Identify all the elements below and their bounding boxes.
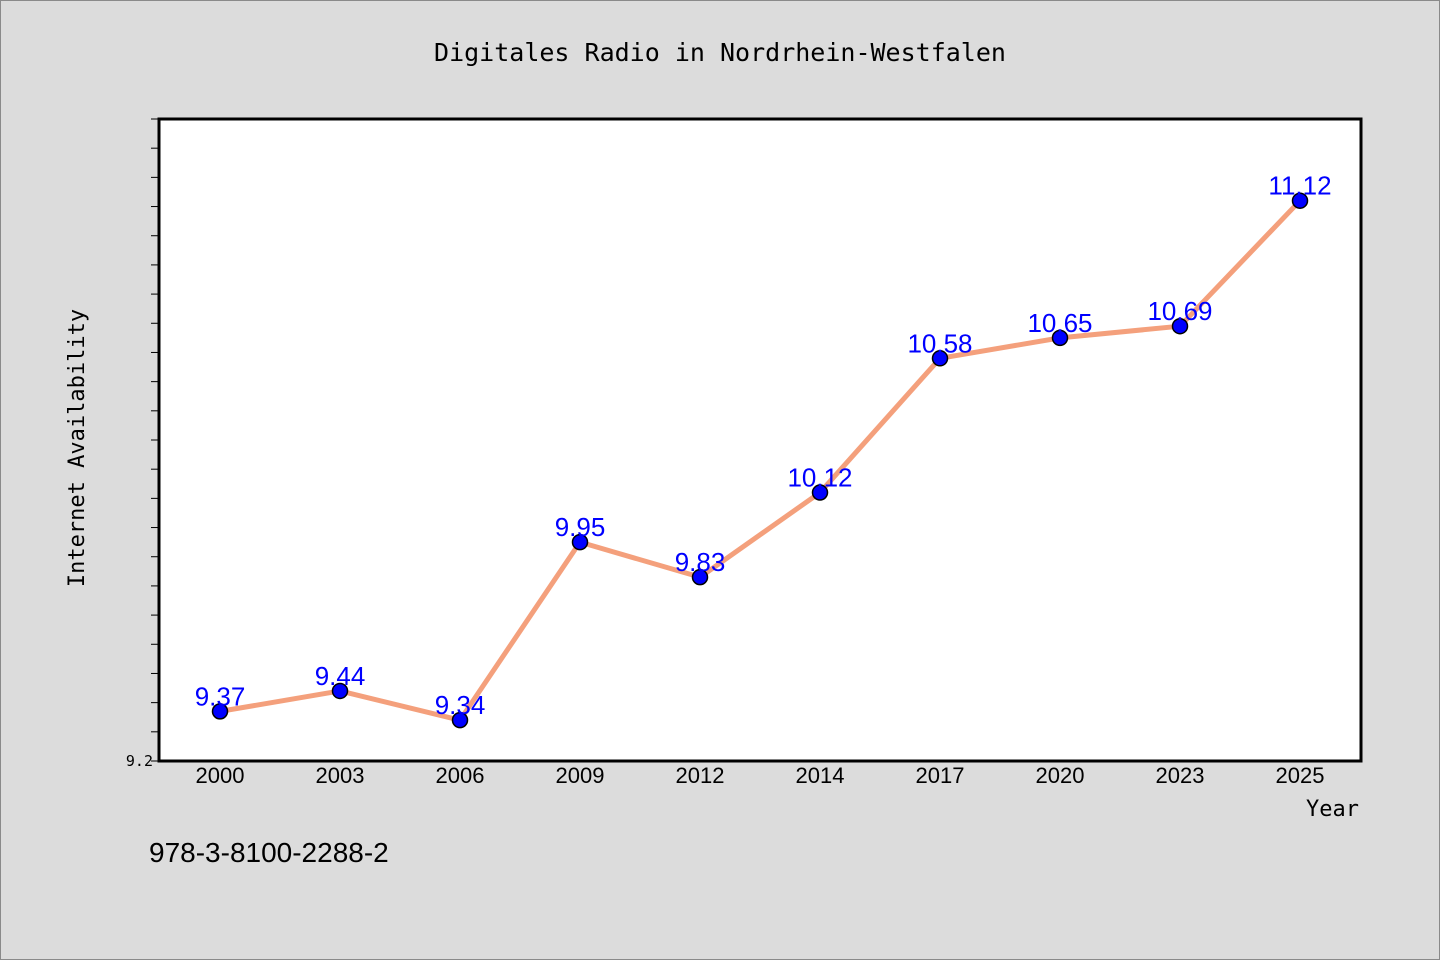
- data-point: [811, 484, 829, 501]
- y-tick-label-min: 9.2: [126, 752, 153, 770]
- y-axis-label: Internet Availability: [65, 309, 90, 587]
- x-axis-tick-labels: 2000 2003 2006 2009 2012 2014 2017 2020 2023 2025: [196, 763, 1325, 788]
- data-label: 9.83: [675, 547, 726, 577]
- data-point: [1051, 329, 1069, 347]
- isbn-text: 978-3-8100-2288-2: [149, 837, 389, 868]
- x-axis-label: Year: [1306, 797, 1359, 822]
- x-tick-label: 2012: [676, 763, 725, 788]
- data-point: [571, 533, 589, 551]
- data-label: 9.44: [315, 661, 366, 691]
- data-label: 10.65: [1027, 308, 1092, 338]
- x-tick-label: 2006: [436, 763, 485, 788]
- data-label: 10.12: [787, 463, 852, 493]
- series-layer: 9.37 9.44 9.34 9.95 9.83 10.12 10.58 10.65 10.69…: [195, 171, 1332, 729]
- x-tick-label: 2025: [1276, 763, 1325, 788]
- data-point: [691, 568, 709, 586]
- plot-area: [157, 117, 1363, 763]
- x-tick-label: 2017: [916, 763, 965, 788]
- data-label: 11.12: [1268, 171, 1331, 201]
- data-point: [211, 703, 229, 720]
- data-label: 10.58: [907, 328, 972, 358]
- data-point: [1171, 317, 1189, 335]
- x-tick-label: 2020: [1036, 763, 1085, 788]
- data-label: 9.95: [555, 512, 606, 542]
- x-tick-label: 2023: [1156, 763, 1205, 788]
- chart-title: Digitales Radio in Nordrhein-Westfalen: [434, 38, 1006, 67]
- data-label: 9.34: [435, 690, 486, 720]
- data-point: [451, 711, 469, 729]
- data-point: [1291, 192, 1309, 209]
- data-point: [931, 350, 949, 367]
- data-label: 10.69: [1147, 296, 1212, 326]
- series-line: [217, 198, 1303, 723]
- x-tick-label: 2000: [196, 763, 245, 788]
- data-point: [331, 682, 349, 700]
- y-axis-ticks: [151, 118, 159, 762]
- x-tick-label: 2003: [316, 763, 365, 788]
- x-tick-label: 2014: [796, 763, 845, 788]
- data-label: 9.37: [195, 681, 246, 711]
- x-tick-label: 2009: [556, 763, 605, 788]
